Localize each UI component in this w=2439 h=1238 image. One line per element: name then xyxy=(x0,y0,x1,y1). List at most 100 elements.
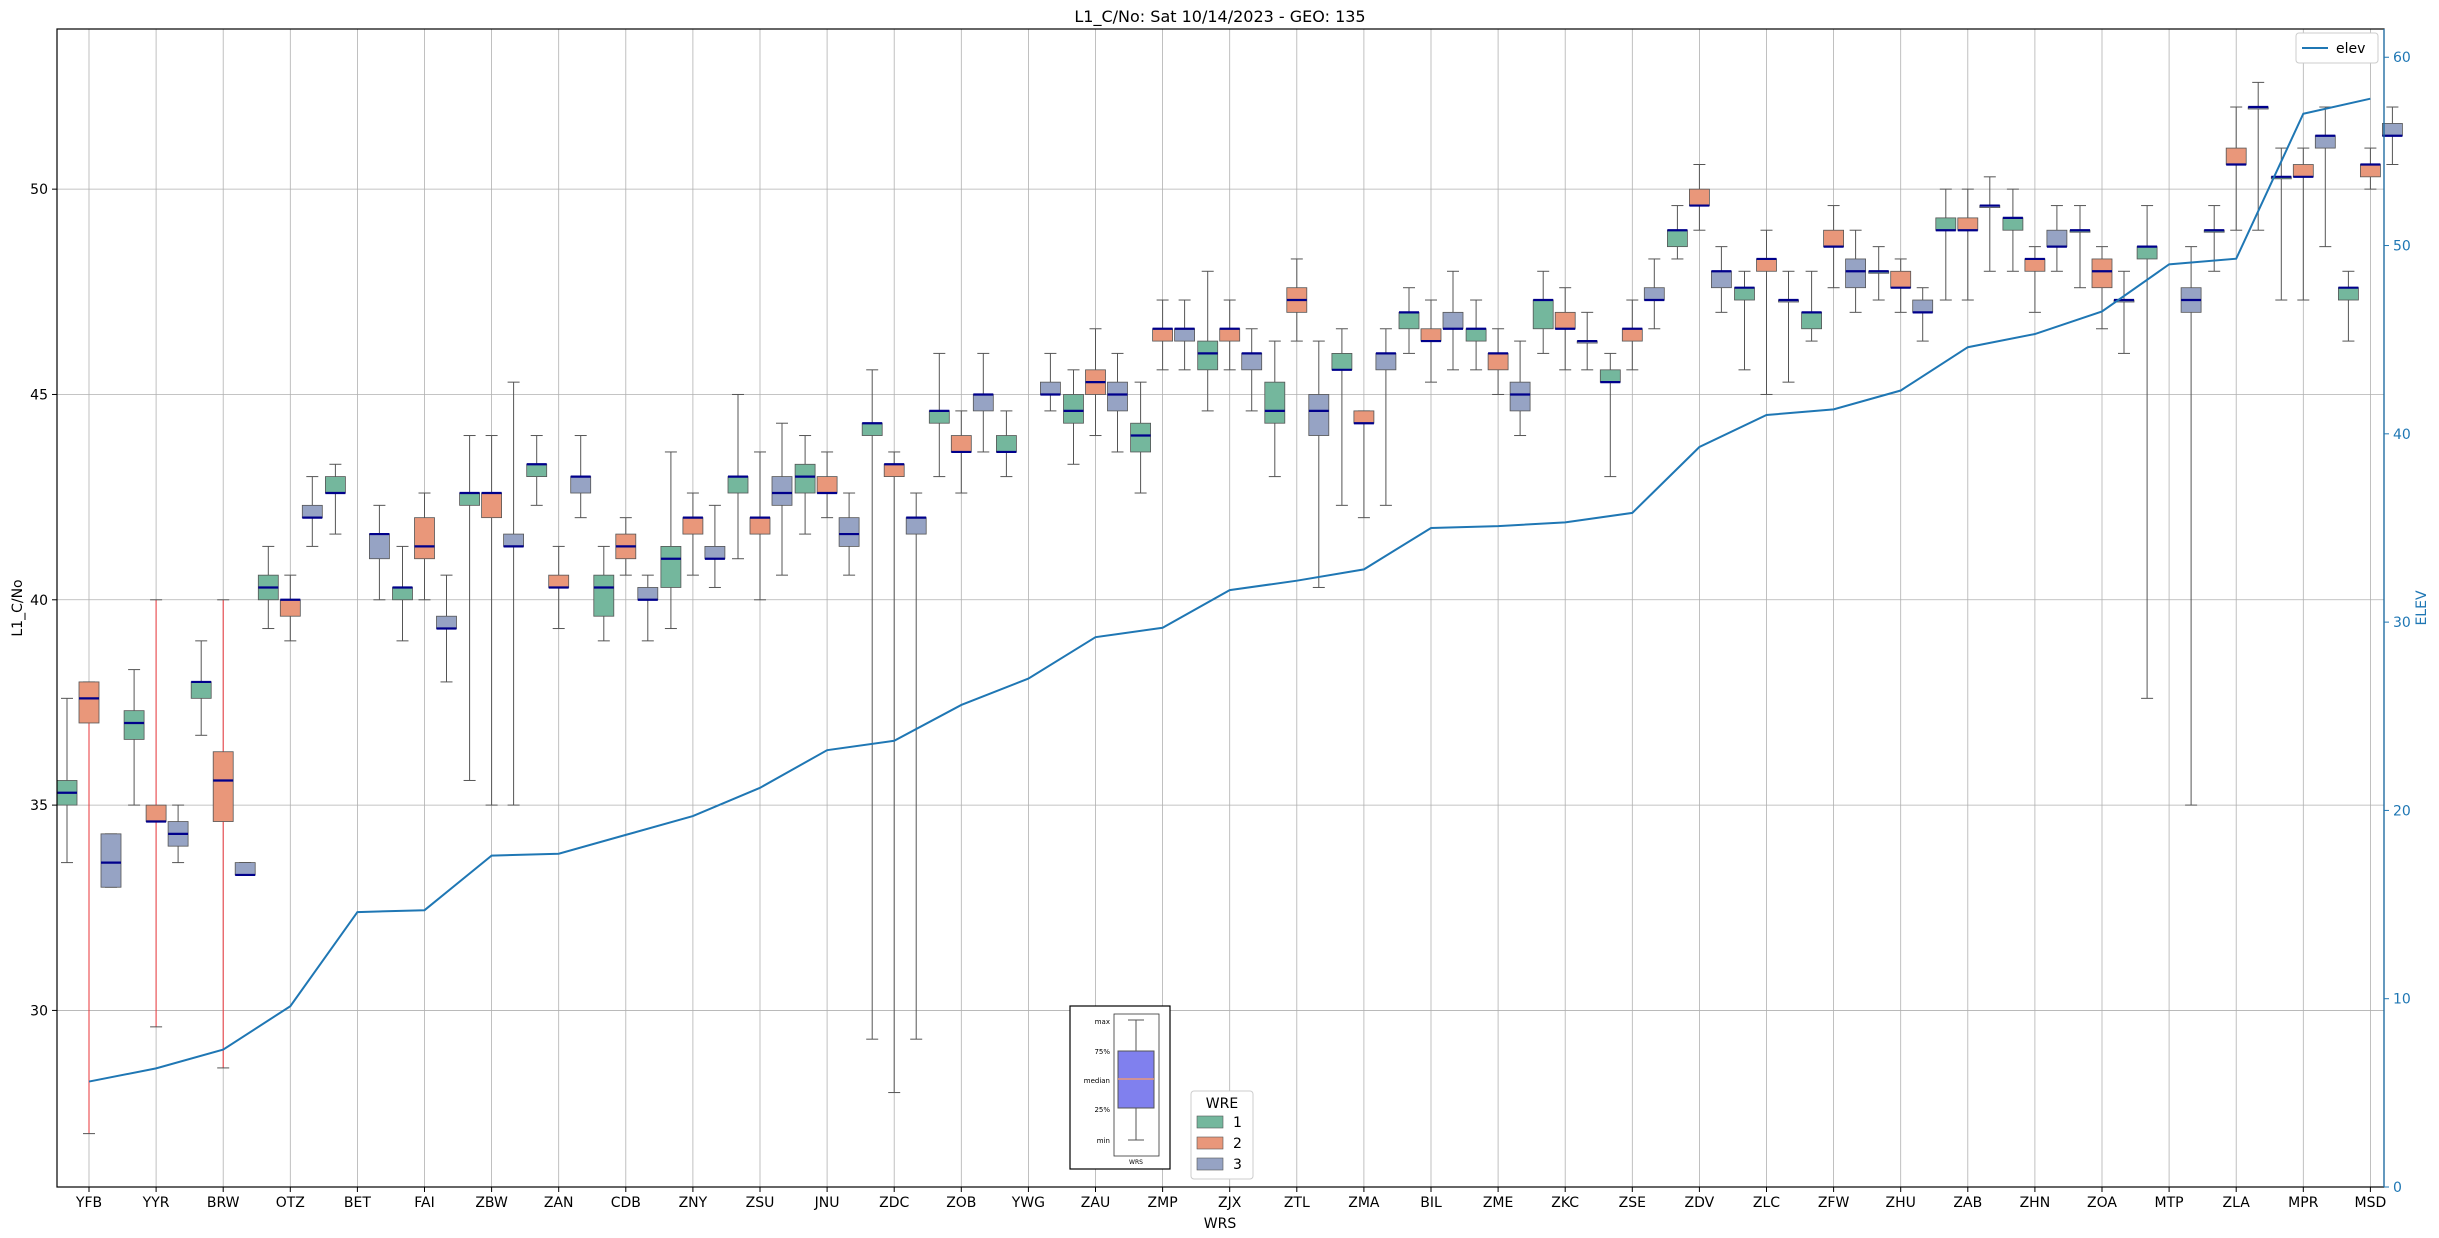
x-tick-label: FAI xyxy=(414,1195,434,1211)
x-tick-label: ZLC xyxy=(1753,1195,1780,1211)
box-iqr xyxy=(1308,394,1330,436)
box-wre-3-zme xyxy=(1509,340,1531,437)
box-iqr xyxy=(548,574,570,588)
box-wre-3-yfb xyxy=(100,833,122,888)
x-tick-label: OTZ xyxy=(276,1195,305,1211)
x-tick-label: BIL xyxy=(1420,1195,1442,1211)
box-wre-1-cdb xyxy=(593,545,615,642)
box-wre-2-zla xyxy=(2225,106,2247,231)
y2-tick-label: 0 xyxy=(2393,1180,2402,1196)
x-tick-label: JNU xyxy=(814,1195,840,1211)
box-iqr xyxy=(1465,328,1487,342)
box-wre-2-zmp xyxy=(1152,299,1173,371)
box-iqr xyxy=(1643,287,1665,301)
box-iqr xyxy=(905,517,927,535)
box-iqr xyxy=(414,517,435,560)
y2-tick-label: 30 xyxy=(2393,615,2411,631)
box-wre-3-bet xyxy=(368,504,390,601)
box-wre-1-zau xyxy=(1063,369,1084,465)
x-tick-label: ZHU xyxy=(1886,1195,1916,1211)
box-iqr xyxy=(950,435,972,453)
box-wre-3-zdv xyxy=(1711,246,1732,313)
box-wre-2-zse xyxy=(1621,299,1643,371)
x-tick-label: ZAN xyxy=(544,1195,574,1211)
y-tick-label: 35 xyxy=(30,798,48,814)
box-wre-3-zkc xyxy=(1576,311,1598,371)
box-iqr xyxy=(972,394,994,412)
box-wre-2-jnu xyxy=(816,451,838,519)
key-label-max: max xyxy=(1095,1018,1110,1026)
box-iqr xyxy=(526,463,548,477)
box-wre-3-zlc xyxy=(1778,270,1799,383)
line-legend-label: elev xyxy=(2336,41,2365,57)
box-iqr xyxy=(704,546,726,560)
box-iqr xyxy=(503,533,525,547)
box-iqr xyxy=(1353,410,1375,424)
box-iqr xyxy=(1040,381,1061,395)
wre-legend-label-1: 1 xyxy=(1233,1115,1242,1131)
box-wre-3-mtp xyxy=(2180,246,2202,806)
box-wre-2-otz xyxy=(279,574,301,642)
box-wre-1-zoa xyxy=(2069,205,2091,289)
box-iqr xyxy=(861,422,883,436)
x-tick-label: ZAU xyxy=(1081,1195,1110,1211)
x-tick-label: ZNY xyxy=(679,1195,708,1211)
box-wre-2-mpr xyxy=(2292,147,2314,301)
box-iqr xyxy=(838,517,860,547)
box-iqr xyxy=(459,492,481,506)
wre-legend-frame xyxy=(1190,1090,1254,1180)
x-tick-label: MSD xyxy=(2355,1195,2387,1211)
box-iqr xyxy=(2292,164,2314,178)
box-wre-1-ywg xyxy=(996,410,1017,478)
box-iqr xyxy=(2314,135,2336,149)
box-wre-2-zlc xyxy=(1756,229,1777,395)
box-wre-3-yyr xyxy=(167,804,189,864)
x-tick-label: ZMP xyxy=(1148,1195,1178,1211)
box-wre-1-mtp xyxy=(2136,205,2158,699)
box-iqr xyxy=(1599,369,1621,383)
box-wre-2-zab xyxy=(1957,188,1979,301)
x-tick-label: ZHN xyxy=(2020,1195,2051,1211)
box-wre-1-zkc xyxy=(1532,270,1554,354)
x-tick-label: ZOB xyxy=(946,1195,976,1211)
box-iqr xyxy=(1935,217,1957,231)
line-legend: elev xyxy=(2295,32,2379,64)
box-iqr xyxy=(682,517,704,535)
box-wre-3-zab xyxy=(1979,176,2001,272)
y2-tick-label: 60 xyxy=(2393,50,2411,66)
box-wre-1-zsu xyxy=(727,393,749,560)
box-iqr xyxy=(996,435,1017,453)
line-legend-frame xyxy=(2295,32,2379,64)
box-iqr xyxy=(1667,229,1688,248)
box-iqr xyxy=(190,681,212,699)
box-wre-3-mpr xyxy=(2314,106,2336,248)
box-iqr xyxy=(212,751,234,822)
box-iqr xyxy=(1532,299,1554,330)
key-label-q3: 75% xyxy=(1094,1048,1110,1056)
box-wre-1-yyr xyxy=(123,669,145,806)
y2-tick-label: 50 xyxy=(2393,239,2411,255)
box-series xyxy=(56,81,2403,1135)
box-wre-1-zob xyxy=(928,352,950,478)
box-wre-2-yfb xyxy=(78,681,100,1135)
box-wre-3-zsu xyxy=(771,422,793,576)
box-wre-3-zma xyxy=(1375,328,1397,506)
box-wre-3-fai xyxy=(436,574,457,683)
x-tick-label: ZDV xyxy=(1685,1195,1715,1211)
box-iqr xyxy=(2136,246,2158,260)
box-wre-1-zab xyxy=(1935,188,1957,301)
box-wre-3-zhu xyxy=(1912,287,1934,342)
box-wre-2-zbw xyxy=(481,435,503,806)
box-iqr xyxy=(1197,340,1219,371)
box-wre-3-zdc xyxy=(905,492,927,1040)
box-wre-3-zob xyxy=(972,352,994,453)
x-tick-label: ZSE xyxy=(1619,1195,1646,1211)
box-iqr xyxy=(2381,123,2403,137)
box-wre-3-zny xyxy=(704,504,726,588)
box-wre-2-ztl xyxy=(1286,258,1308,342)
x-tick-label: MPR xyxy=(2288,1195,2319,1211)
box-wre-1-zny xyxy=(660,451,682,630)
box-wre-1-zhu xyxy=(1868,246,1890,301)
